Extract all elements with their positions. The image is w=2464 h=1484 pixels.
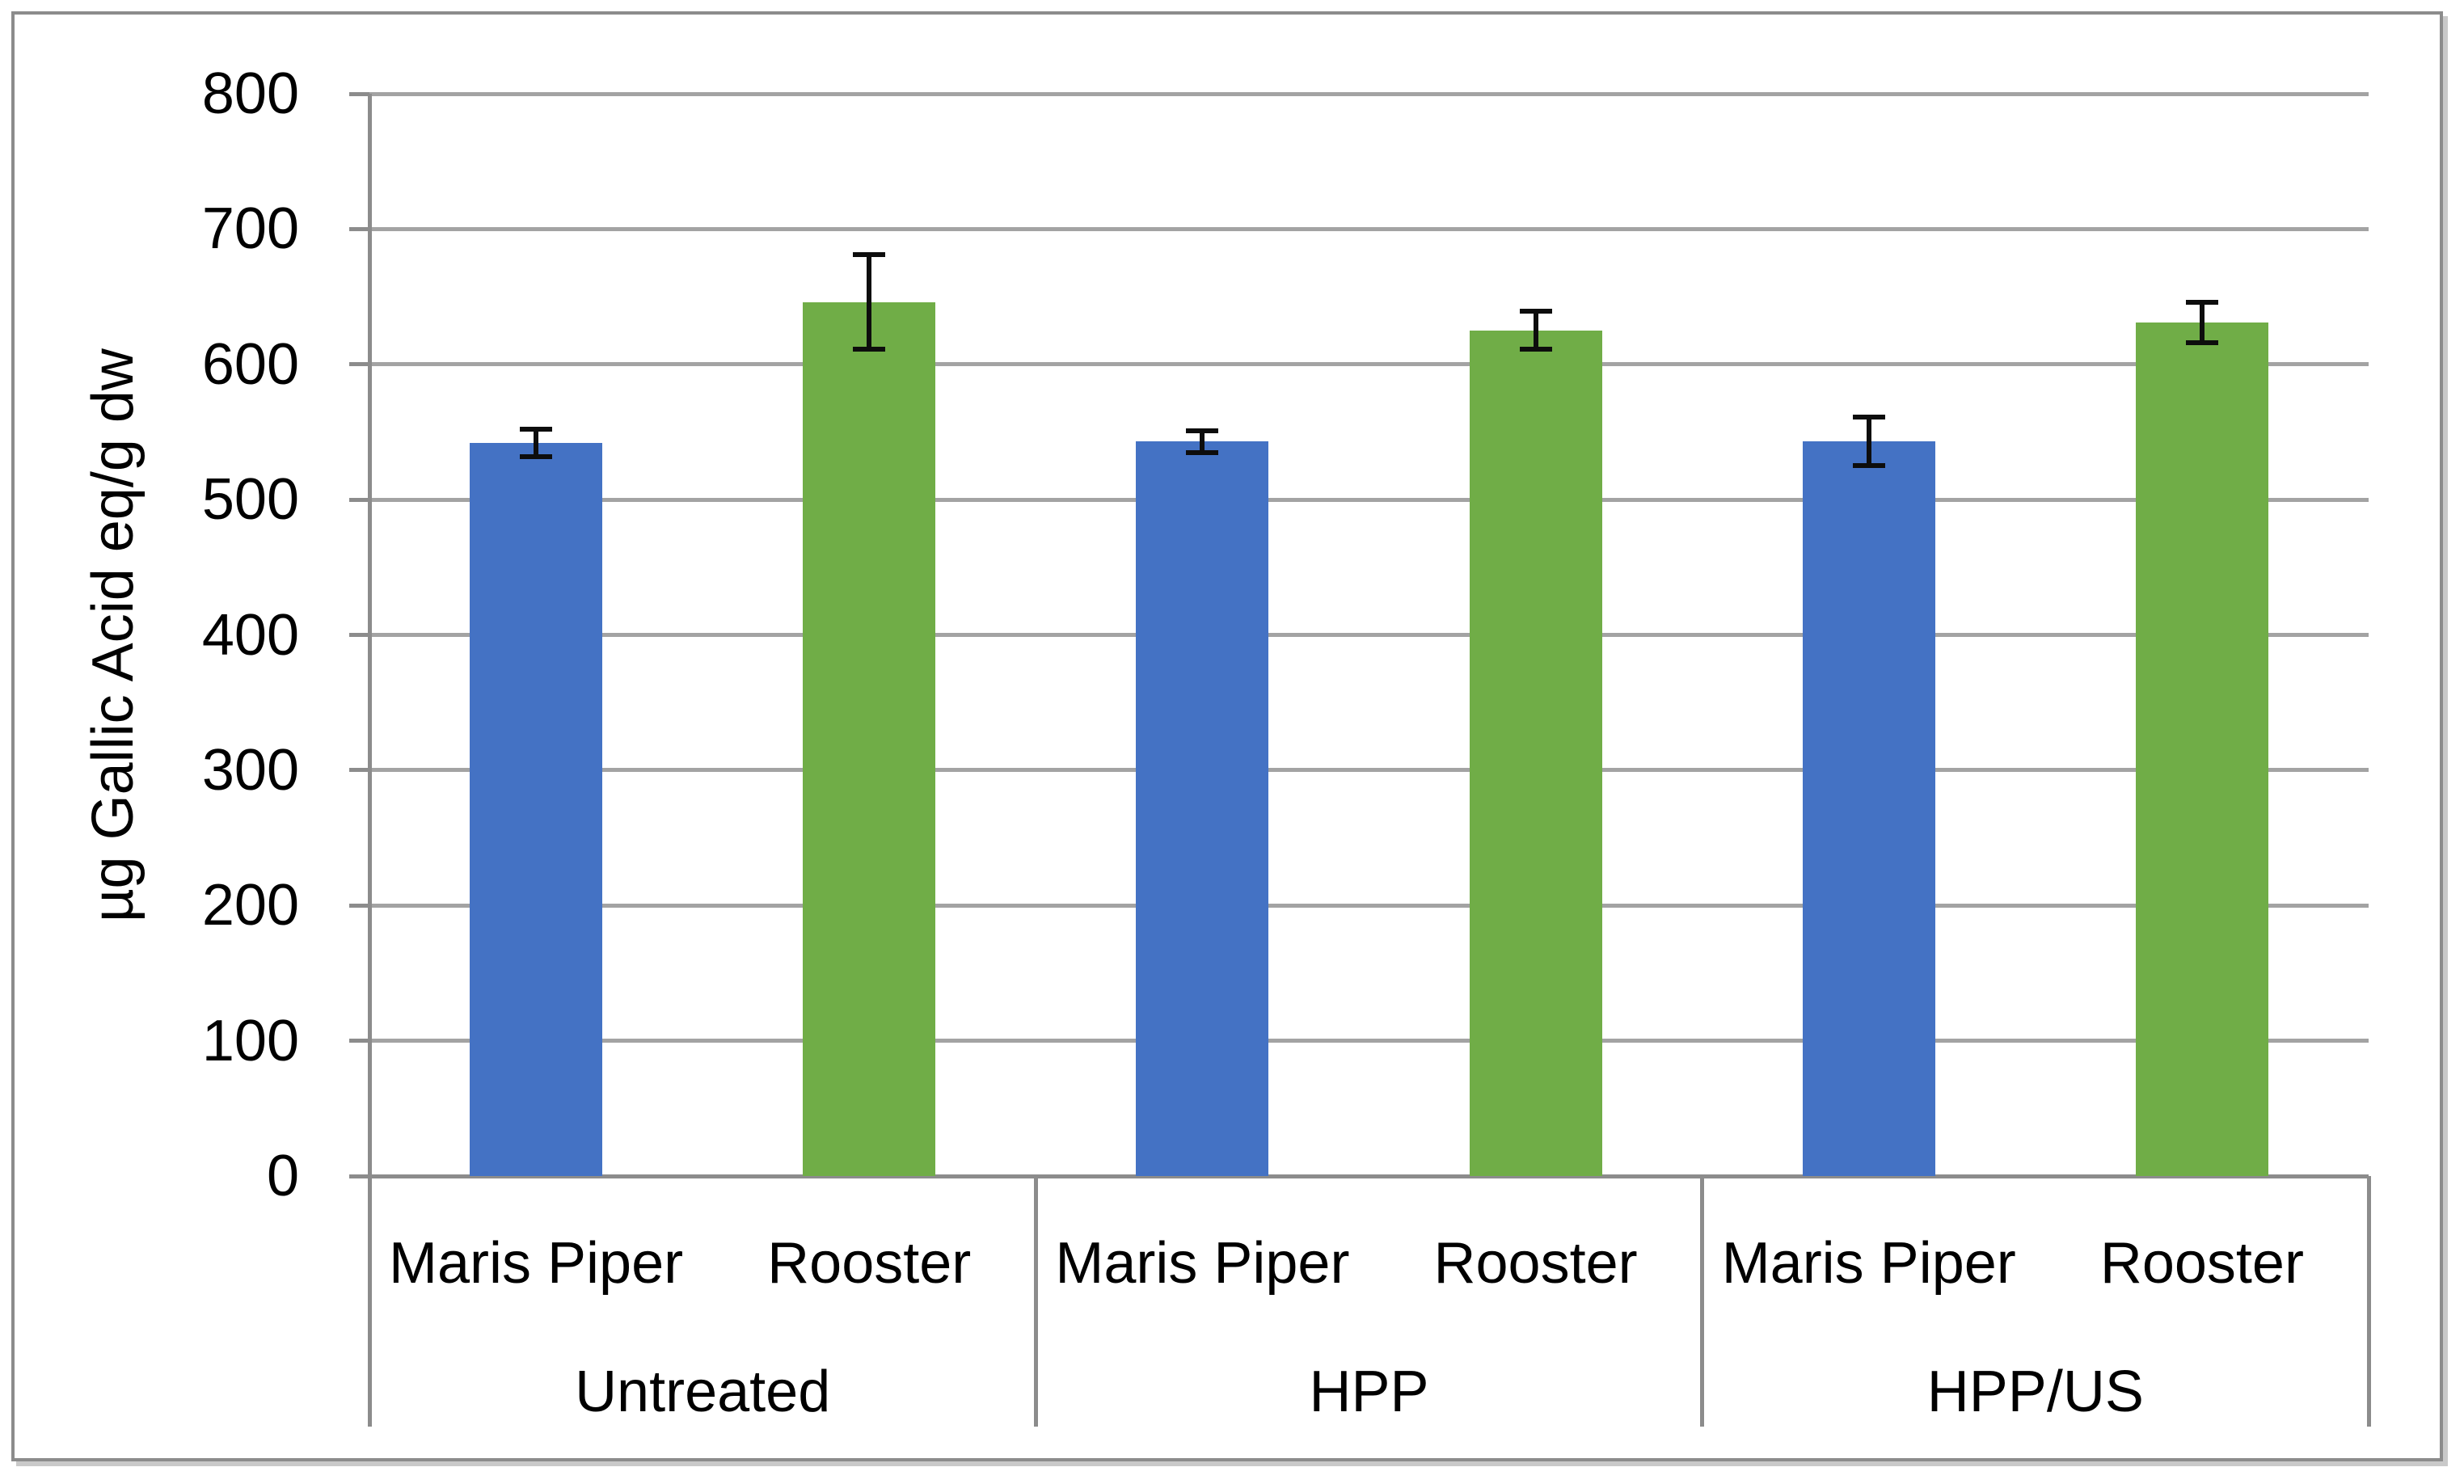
error-bar-cap-bottom bbox=[1186, 449, 1219, 455]
y-axis-title-area: µg Gallic Acid eq/g dw bbox=[44, 94, 182, 1176]
error-bar-cap-top bbox=[1186, 428, 1219, 433]
error-bar-cap-top bbox=[520, 427, 553, 432]
y-tick-label: 200 bbox=[201, 873, 299, 938]
y-axis-tick bbox=[349, 362, 369, 367]
y-axis-tick bbox=[349, 497, 369, 502]
category-label: Maris Piper bbox=[389, 1231, 684, 1296]
y-axis-tick bbox=[349, 1039, 369, 1043]
y-axis-line bbox=[367, 94, 372, 1176]
gridline bbox=[369, 362, 2369, 367]
bar-rooster bbox=[803, 301, 936, 1176]
y-tick-label: 500 bbox=[201, 467, 299, 533]
error-bar-line bbox=[534, 429, 539, 457]
bar-rooster bbox=[1469, 330, 1602, 1176]
plot-area: 0 100 200 300 400 500 600 700 800 bbox=[202, 61, 2371, 1427]
error-bar-cap-bottom bbox=[1852, 463, 1885, 469]
group-label: HPP/US bbox=[1926, 1360, 2144, 1424]
error-bar-cap-top bbox=[2185, 299, 2218, 305]
bar-maris-piper bbox=[470, 442, 603, 1176]
y-axis-tick bbox=[349, 903, 369, 908]
error-bar-line bbox=[867, 255, 872, 350]
category-label: Rooster bbox=[767, 1231, 972, 1296]
bar-rooster bbox=[2135, 322, 2268, 1176]
error-bar-cap-top bbox=[1519, 309, 1552, 314]
y-axis-title: µg Gallic Acid eq/g dw bbox=[81, 348, 146, 922]
y-axis-tick bbox=[349, 1174, 369, 1178]
category-label: Rooster bbox=[2099, 1231, 2304, 1296]
category-label: Maris Piper bbox=[1055, 1231, 1350, 1296]
y-tick-label: 700 bbox=[201, 196, 299, 262]
group-label: Untreated bbox=[575, 1360, 831, 1424]
x-axis-line bbox=[369, 1174, 2369, 1178]
category-label: Rooster bbox=[1433, 1231, 1638, 1296]
bar-maris-piper bbox=[1136, 441, 1269, 1176]
gridline bbox=[369, 226, 2369, 231]
error-bar-line bbox=[2199, 301, 2205, 343]
y-axis-tick bbox=[349, 768, 369, 773]
gridline bbox=[369, 91, 2369, 96]
error-bar-line bbox=[1533, 311, 1538, 350]
gridline bbox=[369, 633, 2369, 637]
error-bar-cap-top bbox=[1852, 415, 1885, 420]
error-bar-cap-bottom bbox=[2185, 339, 2218, 345]
error-bar-line bbox=[1200, 430, 1205, 453]
chart-border bbox=[11, 11, 2443, 1461]
category-separator bbox=[2366, 1176, 2371, 1427]
group-label: HPP bbox=[1309, 1360, 1429, 1424]
bar-maris-piper bbox=[1802, 441, 1935, 1176]
y-axis-tick bbox=[349, 633, 369, 637]
category-separator bbox=[1033, 1176, 1038, 1427]
category-label: Maris Piper bbox=[1721, 1231, 2016, 1296]
gridline bbox=[369, 903, 2369, 908]
gridline bbox=[369, 1039, 2369, 1043]
error-bar-cap-top bbox=[853, 252, 886, 258]
y-tick-label: 300 bbox=[201, 737, 299, 803]
error-bar-line bbox=[1866, 417, 1871, 466]
error-bar-cap-bottom bbox=[1519, 347, 1552, 352]
category-separator bbox=[367, 1176, 372, 1427]
y-axis-tick bbox=[349, 226, 369, 231]
error-bar-cap-bottom bbox=[853, 347, 886, 352]
y-tick-label: 800 bbox=[201, 61, 299, 126]
error-bar-cap-bottom bbox=[520, 453, 553, 459]
y-axis-tick bbox=[349, 91, 369, 96]
category-separator bbox=[1700, 1176, 1705, 1427]
y-tick-label: 400 bbox=[201, 602, 299, 668]
gridline bbox=[369, 497, 2369, 502]
y-tick-label: 100 bbox=[201, 1008, 299, 1073]
gridline bbox=[369, 768, 2369, 773]
y-tick-label: 0 bbox=[266, 1144, 299, 1208]
y-tick-label: 600 bbox=[201, 331, 299, 397]
